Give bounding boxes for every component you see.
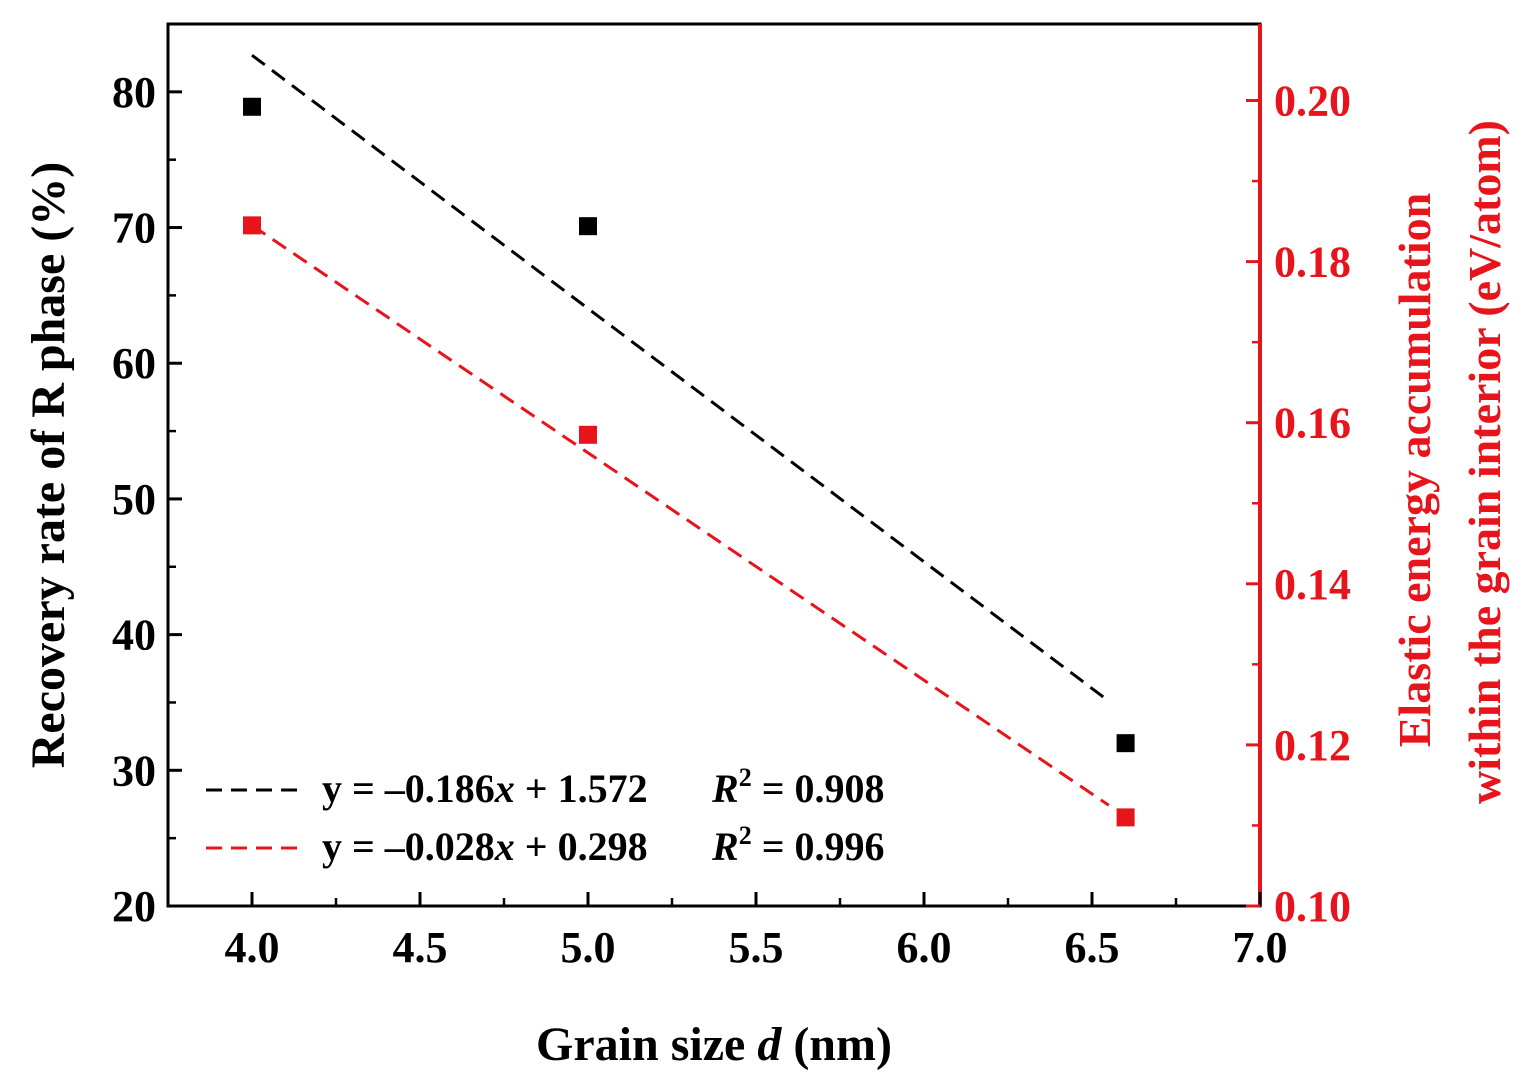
y-left-tick-label-0: 20: [112, 882, 156, 931]
y-left-tick-label-2: 40: [112, 611, 156, 660]
recovery-rate-point-0: [243, 97, 261, 116]
legend-equation-1: y = –0.028x + 0.298: [322, 824, 648, 869]
legend-r2-sup: 2: [739, 821, 752, 850]
legend-r2-value: = 0.996: [752, 824, 885, 869]
legend-r2-sup: 2: [739, 763, 752, 792]
elastic-energy-point-1: [579, 425, 597, 444]
y-right-axis-label-line1: Elastic energy accumulation: [1389, 193, 1440, 748]
y-right-tick-label-2: 0.14: [1274, 560, 1351, 609]
legend-eq-prefix: y = –0.186: [322, 766, 495, 811]
legend-equation-0: y = –0.186x + 1.572: [322, 766, 648, 811]
y-right-axis-label-line2: within the grain interior (eV/atom): [1459, 120, 1510, 804]
fit-lines: [251, 54, 1110, 807]
y-left-tick-label-6: 80: [112, 68, 156, 117]
legend-r2-var: R: [711, 766, 739, 811]
y-right-tick-label-4: 0.18: [1274, 238, 1351, 287]
x-axis-label: Grain size d (nm): [536, 1018, 892, 1071]
elastic-energy-point-0: [243, 216, 261, 235]
legend-eq-var: x: [494, 766, 515, 811]
legend-eq-suffix: + 0.298: [515, 824, 648, 869]
x-axis-label-main: Grain size: [536, 1018, 757, 1071]
x-axis-ticks: 4.0 4.5 5.0 5.5 6.0 6.5 7.0: [225, 892, 1288, 972]
x-tick-label-1: 4.5: [393, 923, 448, 972]
y-right-tick-label-5: 0.20: [1274, 77, 1351, 126]
recovery-rate-point-2: [1116, 734, 1135, 753]
y-left-tick-label-3: 50: [112, 475, 156, 524]
x-axis-label-variable: d: [757, 1018, 782, 1071]
legend-r2-0: R2 = 0.908: [711, 763, 884, 811]
x-tick-label-6: 7.0: [1233, 923, 1288, 972]
legend-eq-var: x: [494, 824, 515, 869]
y-right-tick-label-0: 0.10: [1274, 882, 1351, 931]
legend-eq-prefix: y = –0.028: [322, 824, 495, 869]
x-axis-label-unit: (nm): [781, 1018, 892, 1071]
y-left-axis-label: Recovery rate of R phase (%): [22, 162, 75, 768]
x-tick-label-0: 4.0: [225, 923, 280, 972]
data-points: [243, 97, 1135, 827]
x-tick-label-5: 6.5: [1065, 923, 1120, 972]
y-right-tick-label-1: 0.12: [1274, 721, 1351, 770]
y-left-tick-label-5: 70: [112, 204, 156, 253]
x-tick-label-3: 5.5: [729, 923, 784, 972]
fit-line-recovery-rate: [251, 54, 1110, 703]
fit-line-elastic-energy: [251, 224, 1110, 807]
y-left-axis-ticks: 20 30 40 50 60 70 80: [112, 68, 182, 931]
recovery-rate-point-1: [579, 217, 597, 236]
legend-eq-suffix: + 1.572: [515, 766, 648, 811]
y-left-tick-label-4: 60: [112, 339, 156, 388]
x-tick-label-4: 6.0: [897, 923, 952, 972]
legend-r2-value: = 0.908: [752, 766, 885, 811]
y-right-tick-label-3: 0.16: [1274, 399, 1351, 448]
y-left-tick-label-1: 30: [112, 746, 156, 795]
legend-r2-var: R: [711, 824, 739, 869]
x-tick-label-2: 5.0: [561, 923, 616, 972]
legend-r2-1: R2 = 0.996: [711, 821, 884, 869]
elastic-energy-point-2: [1116, 808, 1135, 827]
y-right-axis-ticks: 0.10 0.12 0.14 0.16 0.18 0.20: [1246, 77, 1351, 931]
